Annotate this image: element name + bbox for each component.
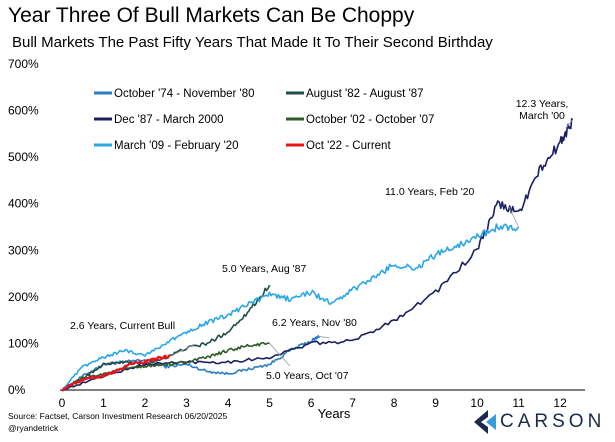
annotation-label: 2.6 Years, Current Bull — [70, 320, 175, 332]
x-tick-label: 10 — [470, 396, 484, 410]
annotation-label: 11.0 Years, Feb '20 — [385, 186, 475, 198]
legend-label: Dec '87 - March 2000 — [114, 114, 224, 126]
legend-label: Oct '22 - Current — [306, 140, 391, 152]
carson-logo-icon — [474, 410, 496, 434]
y-tick-label: 0% — [8, 383, 26, 397]
annotation-leader — [269, 284, 272, 287]
y-tick-label: 400% — [8, 197, 39, 211]
legend-label: October '74 - November '80 — [114, 88, 255, 100]
series-line — [61, 354, 171, 392]
annotation-label: 5.0 Years, Aug '87 — [222, 263, 306, 275]
series-line — [61, 284, 271, 391]
x-tick-label: 11 — [512, 396, 525, 410]
x-tick-label: 9 — [432, 396, 439, 410]
annotation-leader — [169, 343, 196, 357]
y-axis: 0% 100% 200% 300% 400% 500% 600% 700% — [8, 57, 39, 397]
annotation-label: 5.0 Years, Oct '07 — [266, 370, 349, 382]
annotation-label: March '00 — [519, 110, 565, 122]
x-tick-label: 6 — [308, 396, 315, 410]
x-tick-label: 8 — [391, 396, 398, 410]
x-tick-label: 12 — [553, 396, 567, 410]
author-handle: @ryandetrick — [8, 423, 59, 433]
y-tick-label: 300% — [8, 243, 39, 257]
series-line — [61, 341, 270, 391]
y-tick-label: 100% — [8, 336, 39, 350]
y-tick-label: 700% — [8, 57, 39, 71]
annotation-leader — [319, 336, 331, 339]
x-tick-label: 0 — [59, 396, 66, 410]
chart-title: Year Three Of Bull Markets Can Be Choppy — [8, 4, 415, 27]
annotation-leader — [269, 343, 291, 367]
series-line — [61, 118, 574, 391]
x-tick-label: 4 — [225, 396, 232, 410]
x-tick-label: 5 — [266, 396, 273, 410]
y-tick-label: 500% — [8, 150, 39, 164]
legend-label: August '82 - August '87 — [306, 88, 424, 100]
carson-logo-text: CARSON — [500, 411, 606, 432]
x-tick-label: 2 — [142, 396, 149, 410]
annotation-label: 12.3 Years, — [516, 98, 569, 110]
x-tick-label: 7 — [349, 396, 356, 410]
legend: October '74 - November '80 August '82 - A… — [94, 88, 434, 152]
chart-subtitle: Bull Markets The Past Fifty Years That M… — [12, 34, 493, 51]
annotations: 12.3 Years,March '00 11.0 Years, Feb '20 5… — [70, 98, 573, 382]
annotation-leader — [508, 206, 519, 228]
annotation-label: 6.2 Years, Nov '80 — [272, 317, 357, 329]
carson-logo: CARSON — [470, 408, 610, 436]
series-line — [61, 223, 520, 391]
series-group — [61, 118, 574, 392]
x-axis: 0 1 2 3 4 5 6 7 8 9 10 11 12 — [59, 396, 567, 410]
x-axis-title: Years — [318, 406, 351, 421]
y-tick-label: 600% — [8, 104, 39, 118]
annotation-leader — [565, 119, 573, 129]
y-tick-label: 200% — [8, 290, 39, 304]
x-tick-label: 3 — [183, 396, 190, 410]
x-tick-label: 1 — [100, 396, 107, 410]
legend-label: October '02 - October '07 — [306, 114, 434, 126]
source-note: Source: Factset, Carson Investment Resea… — [8, 411, 228, 421]
legend-label: March '09 - February '20 — [114, 140, 239, 152]
